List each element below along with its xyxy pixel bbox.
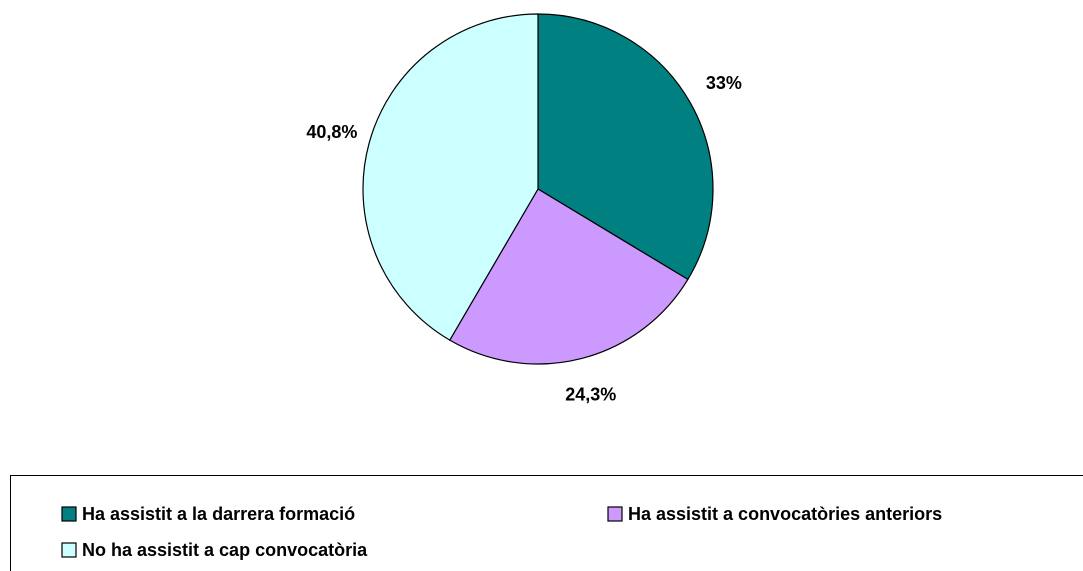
legend-label: No ha assistit a cap convocatòria (82, 540, 368, 560)
legend-box (10, 475, 1083, 571)
pie-slice (537, 13, 714, 281)
legend-swatch (61, 506, 77, 522)
pie-slice (448, 188, 689, 365)
legend-swatch (607, 506, 623, 522)
data-label: 24,3% (565, 385, 616, 405)
data-label: 40,8% (306, 122, 357, 142)
legend-swatch (61, 542, 77, 558)
data-label: 33% (706, 73, 742, 93)
pie-slice (362, 13, 539, 341)
legend-label: Ha assistit a la darrera formació (82, 504, 355, 524)
legend-label: Ha assistit a convocatòries anteriors (628, 504, 942, 524)
